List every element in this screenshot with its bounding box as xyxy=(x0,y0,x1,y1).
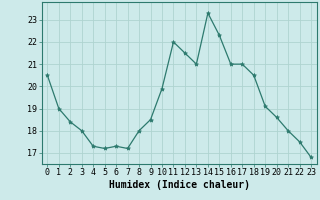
X-axis label: Humidex (Indice chaleur): Humidex (Indice chaleur) xyxy=(109,180,250,190)
